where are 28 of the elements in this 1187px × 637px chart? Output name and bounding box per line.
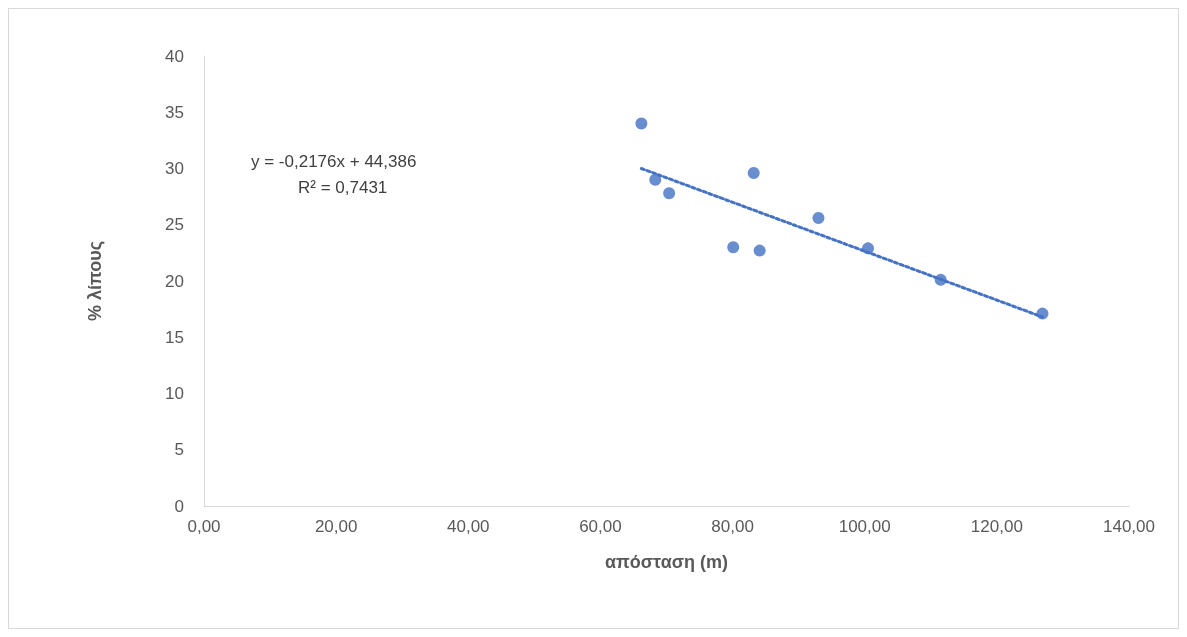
y-tick-label: 10 <box>165 384 184 403</box>
x-tick-label: 20,00 <box>314 517 358 536</box>
y-axis-title: % λίπους <box>85 240 105 322</box>
point <box>635 117 648 130</box>
y-tick-label: 30 <box>165 159 184 178</box>
x-tick-label: 80,00 <box>711 517 754 536</box>
point <box>649 173 662 186</box>
y-tick-label: 15 <box>165 327 184 347</box>
point <box>753 244 766 257</box>
annotation: R² = 0,7431 <box>298 178 388 197</box>
x-tick-label: 0,00 <box>187 517 221 536</box>
annotation: y = -0,2176x + 44,386 <box>251 152 417 171</box>
x-tick-label: 100,00 <box>838 517 891 536</box>
y-tick-label: 20 <box>165 271 184 291</box>
x-tick-label: 120,00 <box>970 517 1023 536</box>
y-tick-label: 5 <box>174 440 184 460</box>
point <box>727 241 740 254</box>
y-tick-label: 35 <box>165 102 184 122</box>
x-tick-label: 40,00 <box>447 517 490 536</box>
x-tick-label: 60,00 <box>579 517 622 536</box>
point <box>663 187 676 200</box>
point <box>747 167 760 179</box>
x-tick-label: 140,00 <box>1103 517 1155 536</box>
y-tick-label: 25 <box>165 215 184 235</box>
y-tick-label: 0 <box>174 496 184 516</box>
y-tick-label: 40 <box>165 46 184 66</box>
x-axis-title: απόσταση (m) <box>604 552 729 572</box>
point <box>812 212 825 224</box>
